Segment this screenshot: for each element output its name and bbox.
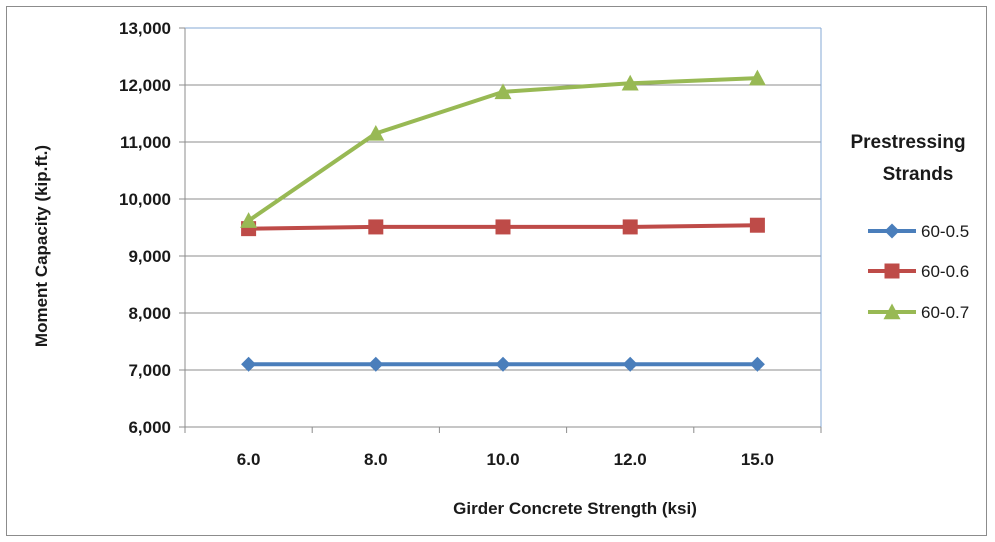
legend: Prestressing Strands 60-0.5 60-0.6 60-0.7 (850, 132, 969, 322)
data-point (622, 356, 638, 372)
series-60-0.6 (241, 217, 765, 237)
x-tick-label: 10.0 (486, 450, 519, 469)
x-tick-label: 8.0 (364, 450, 388, 469)
x-axis-title: Girder Concrete Strength (ksi) (453, 499, 697, 518)
legend-label: 60-0.7 (921, 303, 969, 322)
legend-title-line-1: Prestressing (850, 132, 965, 153)
axes (179, 27, 822, 433)
data-point (495, 356, 511, 372)
data-point (368, 219, 384, 235)
x-tick-labels: 6.0 8.0 10.0 12.0 15.0 (237, 450, 774, 469)
data-point (622, 219, 638, 235)
legend-label: 60-0.5 (921, 222, 969, 241)
y-tick-labels: 6,000 7,000 8,000 9,000 10,000 11,000 12,000 13… (119, 19, 171, 437)
data-point (495, 219, 511, 235)
x-tick-label: 6.0 (237, 450, 261, 469)
x-tick-label: 12.0 (614, 450, 647, 469)
data-point (749, 217, 765, 233)
legend-swatch-marker (884, 263, 900, 279)
series-60-0.5 (241, 356, 765, 372)
y-tick-label: 12,000 (119, 76, 171, 95)
legend-title-line-2: Strands (883, 164, 954, 185)
data-point (240, 212, 258, 228)
legend-swatch-marker (883, 303, 901, 320)
legend-item: 60-0.7 (868, 303, 969, 322)
legend-item: 60-0.5 (868, 222, 969, 241)
y-tick-label: 13,000 (119, 19, 171, 38)
y-tick-label: 7,000 (128, 361, 171, 380)
series-lines (240, 69, 766, 372)
legend-swatch-marker (884, 223, 900, 239)
legend-item: 60-0.6 (868, 262, 969, 281)
series-60-0.7 (240, 69, 766, 228)
data-point (621, 74, 639, 91)
data-point (368, 356, 384, 372)
data-point (494, 83, 512, 100)
data-point (241, 356, 257, 372)
data-point (749, 356, 765, 372)
legend-label: 60-0.6 (921, 262, 969, 281)
y-tick-label: 6,000 (128, 418, 171, 437)
y-tick-label: 11,000 (120, 133, 171, 152)
y-axis-title: Moment Capacity (kip.ft.) (32, 145, 51, 347)
data-point (367, 124, 385, 141)
data-point (748, 69, 766, 86)
x-tick-label: 15.0 (741, 450, 774, 469)
y-tick-label: 9,000 (128, 247, 171, 266)
y-tick-label: 10,000 (119, 190, 171, 209)
y-tick-label: 8,000 (128, 304, 171, 323)
legend-items: 60-0.5 60-0.6 60-0.7 (868, 222, 969, 322)
